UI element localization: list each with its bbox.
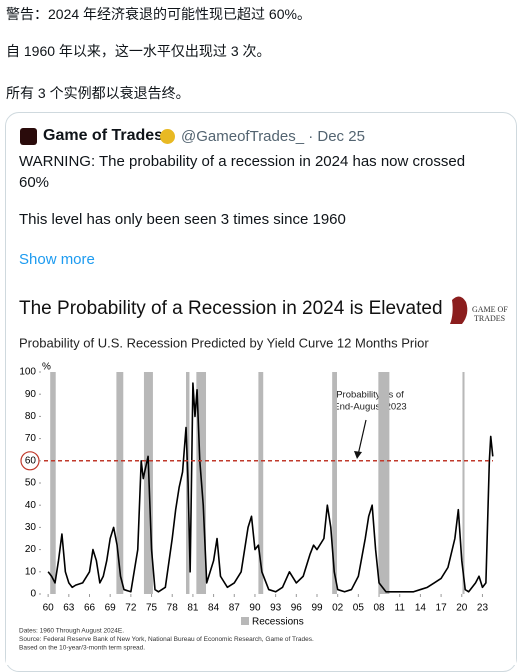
x-tick-label: 93 (270, 603, 282, 614)
recession-band (378, 372, 390, 594)
y-tick-label: 0 (30, 589, 36, 600)
annotation: End-August 2023 (333, 402, 406, 413)
series-line (47, 382, 494, 593)
highlight-circle (20, 451, 40, 471)
logo-text: TRADES (474, 314, 505, 323)
x-tick-label: 08 (373, 603, 385, 614)
post-line: 所有 3 个实例都以衰退告终。 (6, 85, 190, 101)
y-tick-label: 40 (25, 500, 37, 511)
post-line: 警告：2024 年经济衰退的可能性现已超过 60%。 (6, 6, 311, 22)
x-tick-label: 87 (229, 603, 241, 614)
recession-band (332, 372, 337, 594)
x-tick-label: 66 (84, 603, 96, 614)
y-tick-label: 80 (25, 411, 37, 422)
y-tick-label: 30 (25, 522, 37, 533)
x-tick-label: 90 (249, 603, 261, 614)
x-tick-label: 75 (146, 603, 158, 614)
quote-text: This level has only been seen 3 times si… (19, 211, 346, 228)
x-tick-label: 99 (311, 603, 323, 614)
x-tick-label: 63 (63, 603, 75, 614)
recession-band (116, 372, 124, 594)
y-tick-label: 100 (19, 367, 36, 378)
x-tick-label: 81 (187, 603, 199, 614)
x-tick-label: 84 (208, 603, 220, 614)
handle: @GameofTrades_ · Dec 25 (181, 128, 365, 145)
legend-label: Recessions (252, 617, 304, 628)
x-tick-label: 02 (332, 603, 344, 614)
x-tick-label: 69 (105, 603, 117, 614)
y-tick-label: 90 (25, 389, 37, 400)
y-tick-label: 60 (25, 455, 37, 466)
y-tick-label: 70 (25, 433, 37, 444)
x-tick-label: 11 (395, 603, 406, 614)
y-tick-label: 50 (25, 478, 37, 489)
footer-note: Source: Federal Reserve Bank of New York… (19, 636, 314, 643)
chart-title: The Probability of a Recession in 2024 i… (19, 298, 443, 319)
recession-band (258, 372, 264, 594)
logo-text: GAME OF (472, 305, 508, 314)
footer-note: Dates: 1960 Through August 2024E. (19, 628, 124, 635)
x-tick-label: 14 (415, 603, 427, 614)
x-tick-label: 23 (477, 603, 489, 614)
recession-band (462, 372, 465, 594)
post-line: 自 1960 年以来，这一水平仅出现过 3 次。 (6, 43, 271, 59)
verified-badge (160, 129, 175, 144)
x-tick-label: 72 (125, 603, 137, 614)
legend-swatch (241, 617, 249, 625)
x-tick-label: 78 (167, 603, 179, 614)
annotation-arrow (357, 419, 367, 456)
x-tick-label: 05 (353, 603, 365, 614)
annotation-arrowhead (354, 451, 362, 459)
y-unit: % (42, 362, 51, 373)
y-tick-label: 10 (25, 566, 37, 577)
x-tick-label: 20 (456, 603, 468, 614)
logo-icon (450, 296, 468, 324)
x-tick-label: 96 (291, 603, 303, 614)
x-tick-label: 60 (43, 603, 55, 614)
quote-text: WARNING: The probability of a recession … (19, 153, 466, 191)
author[interactable]: Game of Trades (43, 127, 164, 144)
show-more[interactable]: Show more (19, 251, 95, 268)
recession-band (50, 372, 56, 594)
avatar (20, 128, 37, 145)
y-tick-label: 20 (25, 544, 37, 555)
x-tick-label: 17 (436, 603, 448, 614)
footer-note: Based on the 10-year/3-month term spread… (19, 645, 145, 652)
chart-subtitle: Probability of U.S. Recession Predicted … (19, 335, 429, 350)
annotation: Probability as of (336, 390, 404, 401)
